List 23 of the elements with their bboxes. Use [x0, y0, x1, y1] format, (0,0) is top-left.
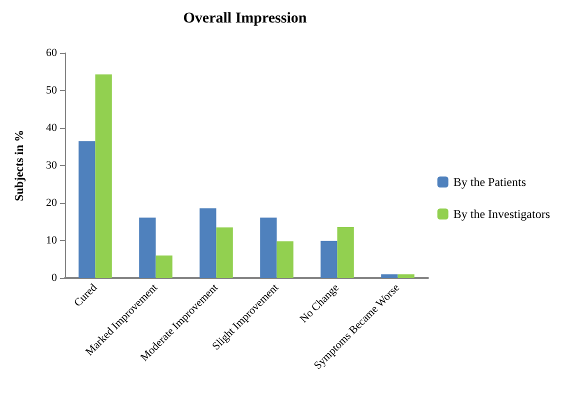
bar	[216, 227, 233, 278]
bar	[381, 274, 398, 278]
y-tick-label: 60	[46, 47, 58, 59]
y-tick-label: 30	[46, 160, 58, 172]
bar	[320, 240, 338, 278]
bar	[139, 218, 156, 278]
y-tick-label: 40	[46, 122, 58, 134]
y-tick-label: 10	[46, 234, 58, 246]
legend-label: By the Patients	[453, 175, 526, 189]
bar	[337, 227, 354, 278]
bar	[398, 274, 414, 278]
legend-label: By the Investigators	[453, 207, 550, 221]
y-tick-label: 20	[46, 197, 58, 209]
y-axis-title: Subjects in %	[12, 130, 26, 202]
bar	[95, 74, 112, 278]
y-tick-label: 50	[46, 84, 58, 96]
bar	[200, 208, 216, 278]
chart-title: Overall Impression	[183, 10, 308, 26]
bar	[156, 256, 172, 278]
bar	[276, 241, 294, 278]
y-tick-label: 0	[52, 272, 58, 284]
bar	[78, 141, 96, 278]
bar	[260, 218, 277, 278]
